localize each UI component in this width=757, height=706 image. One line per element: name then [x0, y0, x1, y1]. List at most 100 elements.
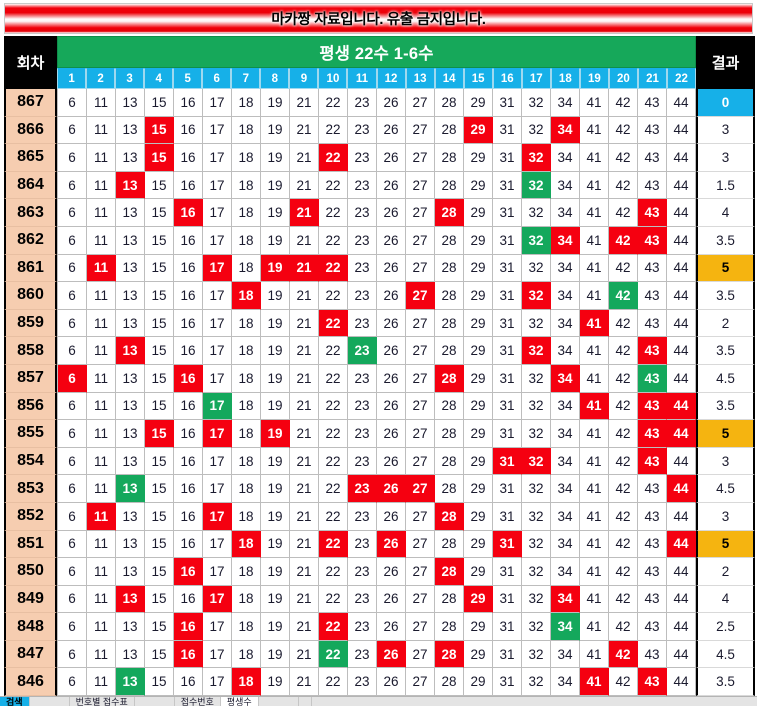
- number-cell[interactable]: 19: [261, 309, 290, 338]
- number-cell[interactable]: 27: [406, 475, 435, 503]
- number-cell[interactable]: 18: [232, 502, 261, 531]
- column-header-8[interactable]: 8: [260, 68, 290, 89]
- result-cell[interactable]: 3.5: [696, 226, 755, 255]
- number-cell[interactable]: 26: [377, 668, 406, 697]
- number-cell[interactable]: 15: [145, 420, 174, 448]
- number-cell[interactable]: 22: [319, 475, 348, 503]
- number-cell[interactable]: 11: [87, 530, 116, 559]
- number-cell[interactable]: 42: [609, 199, 638, 227]
- number-cell[interactable]: 17: [203, 558, 232, 586]
- number-cell[interactable]: 13: [116, 613, 145, 641]
- number-cell[interactable]: 16: [174, 392, 203, 421]
- number-cell[interactable]: 17: [203, 254, 232, 283]
- number-cell[interactable]: 44: [667, 337, 696, 365]
- number-cell[interactable]: 29: [464, 144, 493, 172]
- number-cell[interactable]: 31: [493, 199, 522, 227]
- result-cell[interactable]: 2: [696, 558, 755, 586]
- number-cell[interactable]: 18: [232, 640, 261, 669]
- number-cell[interactable]: 34: [551, 364, 580, 393]
- number-cell[interactable]: 29: [464, 558, 493, 586]
- number-cell[interactable]: 26: [377, 502, 406, 531]
- number-cell[interactable]: 17: [203, 640, 232, 669]
- result-cell[interactable]: 5: [696, 420, 755, 448]
- number-cell[interactable]: 6: [57, 475, 87, 503]
- number-cell[interactable]: 13: [116, 475, 145, 503]
- number-cell[interactable]: 17: [203, 309, 232, 338]
- number-cell[interactable]: 28: [435, 226, 464, 255]
- number-cell[interactable]: 41: [580, 226, 609, 255]
- number-cell[interactable]: 27: [406, 668, 435, 697]
- number-cell[interactable]: 13: [116, 502, 145, 531]
- number-cell[interactable]: 11: [87, 475, 116, 503]
- data-grid[interactable]: 867 6 11 13 15 16 17 18 19 21 22 23 26 27 28 29 31 32 34 41…: [0, 89, 757, 706]
- number-cell[interactable]: 41: [580, 199, 609, 227]
- number-cell[interactable]: 23: [348, 585, 377, 614]
- number-cell[interactable]: 16: [174, 144, 203, 172]
- number-cell[interactable]: 15: [145, 475, 174, 503]
- number-cell[interactable]: 16: [174, 226, 203, 255]
- number-cell[interactable]: 43: [638, 475, 667, 503]
- number-cell[interactable]: 22: [319, 420, 348, 448]
- number-cell[interactable]: 13: [116, 364, 145, 393]
- number-cell[interactable]: 11: [87, 199, 116, 227]
- number-cell[interactable]: 11: [87, 116, 116, 145]
- number-cell[interactable]: 26: [377, 392, 406, 421]
- number-cell[interactable]: 27: [406, 392, 435, 421]
- number-cell[interactable]: 16: [174, 640, 203, 669]
- number-cell[interactable]: 42: [609, 171, 638, 200]
- table-row[interactable]: 850 6 11 13 15 16 17 18 19 21 22 23 26 27 28 29 31 32 34 41…: [4, 558, 755, 586]
- number-cell[interactable]: 27: [406, 558, 435, 586]
- number-cell[interactable]: 15: [145, 282, 174, 310]
- number-cell[interactable]: 32: [522, 171, 551, 200]
- number-cell[interactable]: 27: [406, 530, 435, 559]
- number-cell[interactable]: 43: [638, 337, 667, 365]
- number-cell[interactable]: 15: [145, 116, 174, 145]
- number-cell[interactable]: 44: [667, 585, 696, 614]
- round-cell[interactable]: 849: [4, 585, 57, 614]
- number-cell[interactable]: 11: [87, 309, 116, 338]
- number-cell[interactable]: 13: [116, 199, 145, 227]
- number-cell[interactable]: 16: [174, 171, 203, 200]
- number-cell[interactable]: 29: [464, 116, 493, 145]
- number-cell[interactable]: 41: [580, 282, 609, 310]
- number-cell[interactable]: 29: [464, 585, 493, 614]
- number-cell[interactable]: 28: [435, 502, 464, 531]
- number-cell[interactable]: 41: [580, 337, 609, 365]
- number-cell[interactable]: 6: [57, 282, 87, 310]
- number-cell[interactable]: 11: [87, 420, 116, 448]
- number-cell[interactable]: 29: [464, 89, 493, 117]
- number-cell[interactable]: 23: [348, 530, 377, 559]
- number-cell[interactable]: 34: [551, 282, 580, 310]
- number-cell[interactable]: 27: [406, 337, 435, 365]
- table-row[interactable]: 865 6 11 13 15 16 17 18 19 21 22 23 26 27 28 29 31 32 34 41…: [4, 144, 755, 172]
- table-row[interactable]: 862 6 11 13 15 16 17 18 19 21 22 23 26 27 28 29 31 32 34 41…: [4, 226, 755, 255]
- number-cell[interactable]: 15: [145, 89, 174, 117]
- number-cell[interactable]: 19: [261, 502, 290, 531]
- number-cell[interactable]: 28: [435, 199, 464, 227]
- number-cell[interactable]: 41: [580, 309, 609, 338]
- number-cell[interactable]: 21: [290, 447, 319, 476]
- number-cell[interactable]: 6: [57, 144, 87, 172]
- table-row[interactable]: 851 6 11 13 15 16 17 18 19 21 22 23 26 27 28 29 31 32 34 41…: [4, 530, 755, 559]
- number-cell[interactable]: 13: [116, 89, 145, 117]
- number-cell[interactable]: 31: [493, 309, 522, 338]
- number-cell[interactable]: 6: [57, 392, 87, 421]
- result-cell[interactable]: 4.5: [696, 640, 755, 669]
- number-cell[interactable]: 23: [348, 502, 377, 531]
- number-cell[interactable]: 34: [551, 475, 580, 503]
- number-cell[interactable]: 16: [174, 558, 203, 586]
- number-cell[interactable]: 42: [609, 337, 638, 365]
- number-cell[interactable]: 31: [493, 364, 522, 393]
- number-cell[interactable]: 26: [377, 116, 406, 145]
- table-row[interactable]: 854 6 11 13 15 16 17 18 19 21 22 23 26 27 28 29 31 32 34 41…: [4, 447, 755, 476]
- round-cell[interactable]: 848: [4, 613, 57, 641]
- number-cell[interactable]: 18: [232, 364, 261, 393]
- result-cell[interactable]: 4.5: [696, 475, 755, 503]
- number-cell[interactable]: 43: [638, 144, 667, 172]
- table-row[interactable]: 863 6 11 13 15 16 17 18 19 21 22 23 26 27 28 29 31 32 34 41…: [4, 199, 755, 227]
- number-cell[interactable]: 22: [319, 309, 348, 338]
- number-cell[interactable]: 21: [290, 199, 319, 227]
- number-cell[interactable]: 15: [145, 447, 174, 476]
- number-cell[interactable]: 17: [203, 502, 232, 531]
- sheet-tab[interactable]: 번호별 접수표: [69, 697, 135, 706]
